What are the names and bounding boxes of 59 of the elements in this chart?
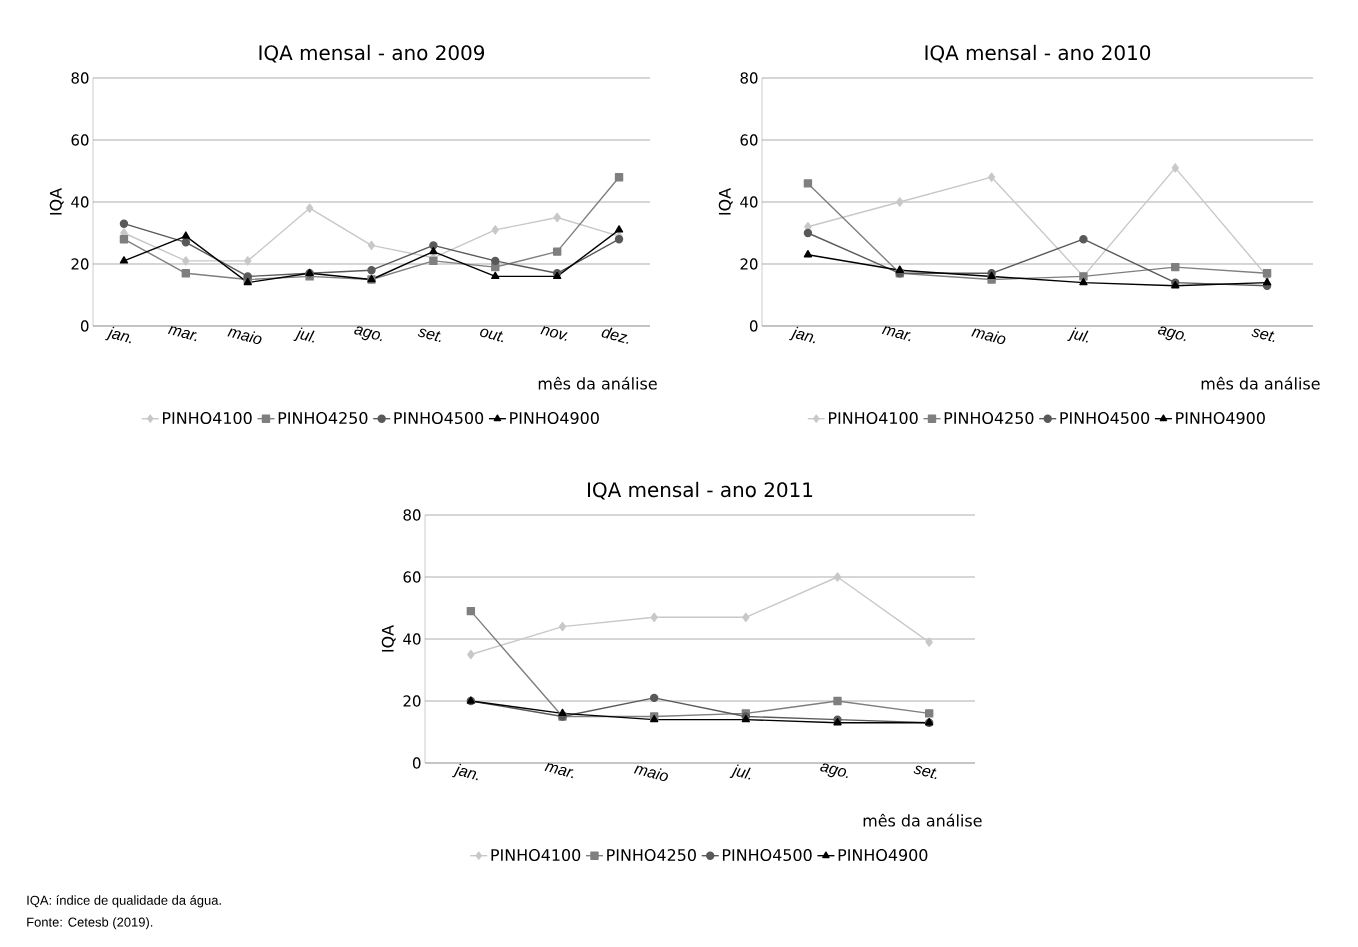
y-tick-label: 20 bbox=[740, 258, 758, 270]
x-tick-label: maio bbox=[227, 328, 262, 345]
x-axis-title: mês da análise bbox=[538, 376, 657, 390]
x-tick-label: mar. bbox=[167, 325, 197, 342]
chart-title: IQA mensal - ano 2010 bbox=[925, 44, 1151, 63]
source-note: Fonte: Cetesb (2019). bbox=[27, 917, 153, 930]
legend-label: PINHO4500 bbox=[1060, 412, 1150, 425]
y-axis-title: IQA bbox=[718, 188, 733, 215]
legend-label: PINHO4900 bbox=[510, 412, 599, 425]
legend-label: PINHO4500 bbox=[394, 412, 484, 425]
x-tick-label: ago. bbox=[820, 763, 848, 779]
x-tick-label: set. bbox=[1251, 328, 1275, 343]
x-tick-label: jan. bbox=[789, 326, 815, 344]
x-tick-label: nov. bbox=[540, 326, 568, 341]
x-tick-label: set. bbox=[417, 328, 441, 343]
x-tick-label: jul. bbox=[729, 764, 751, 780]
legend-label: PINHO4250 bbox=[607, 849, 696, 862]
legend-label: PINHO4900 bbox=[838, 849, 928, 862]
legend-label: PINHO4100 bbox=[163, 412, 252, 425]
x-tick-label: jul. bbox=[1067, 327, 1089, 343]
chart-title: IQA mensal - ano 2009 bbox=[259, 44, 485, 63]
x-tick-label: jul. bbox=[293, 327, 315, 343]
x-axis-title: mês da análise bbox=[863, 813, 982, 827]
legend-label: PINHO4500 bbox=[722, 849, 812, 862]
x-tick-label: ago. bbox=[1157, 326, 1186, 342]
y-tick-label: 20 bbox=[71, 258, 89, 270]
x-tick-label: ago. bbox=[354, 326, 382, 342]
legend-label: PINHO4250 bbox=[278, 412, 368, 425]
y-tick-label: 0 bbox=[749, 320, 758, 332]
x-tick-label: maio bbox=[971, 328, 1006, 345]
y-tick-label: 80 bbox=[740, 72, 758, 84]
y-tick-label: 80 bbox=[403, 509, 421, 521]
x-tick-label: jan. bbox=[451, 763, 478, 781]
y-axis-title: IQA bbox=[381, 625, 396, 652]
chart-title: IQA mensal - ano 2011 bbox=[588, 481, 813, 500]
legend-label: PINHO4100 bbox=[491, 849, 581, 862]
text: IQA: índice de qualidade da água. bbox=[27, 895, 221, 908]
legend-label: PINHO4900 bbox=[1176, 412, 1265, 425]
legend-label: PINHO4100 bbox=[829, 412, 918, 425]
y-axis-title: IQA bbox=[49, 188, 64, 215]
x-tick-label: set. bbox=[913, 765, 937, 780]
y-tick-label: 60 bbox=[71, 134, 89, 146]
x-tick-label: mar. bbox=[544, 762, 574, 779]
y-tick-label: 40 bbox=[740, 196, 758, 208]
x-tick-label: mar. bbox=[881, 325, 911, 342]
y-tick-label: 0 bbox=[412, 757, 421, 769]
y-tick-label: 60 bbox=[740, 134, 758, 146]
y-tick-label: 20 bbox=[403, 695, 421, 707]
y-tick-label: 40 bbox=[71, 196, 89, 208]
y-tick-label: 0 bbox=[80, 320, 89, 332]
y-tick-label: 40 bbox=[403, 633, 421, 645]
x-axis-title: mês da análise bbox=[1201, 376, 1320, 390]
x-tick-label: dez. bbox=[601, 327, 629, 344]
y-tick-label: 80 bbox=[71, 72, 89, 84]
legend-label: PINHO4250 bbox=[944, 412, 1034, 425]
x-tick-label: out. bbox=[480, 328, 504, 343]
x-tick-label: maio bbox=[633, 765, 668, 782]
x-tick-label: jan. bbox=[105, 326, 131, 344]
y-tick-label: 60 bbox=[403, 571, 421, 583]
